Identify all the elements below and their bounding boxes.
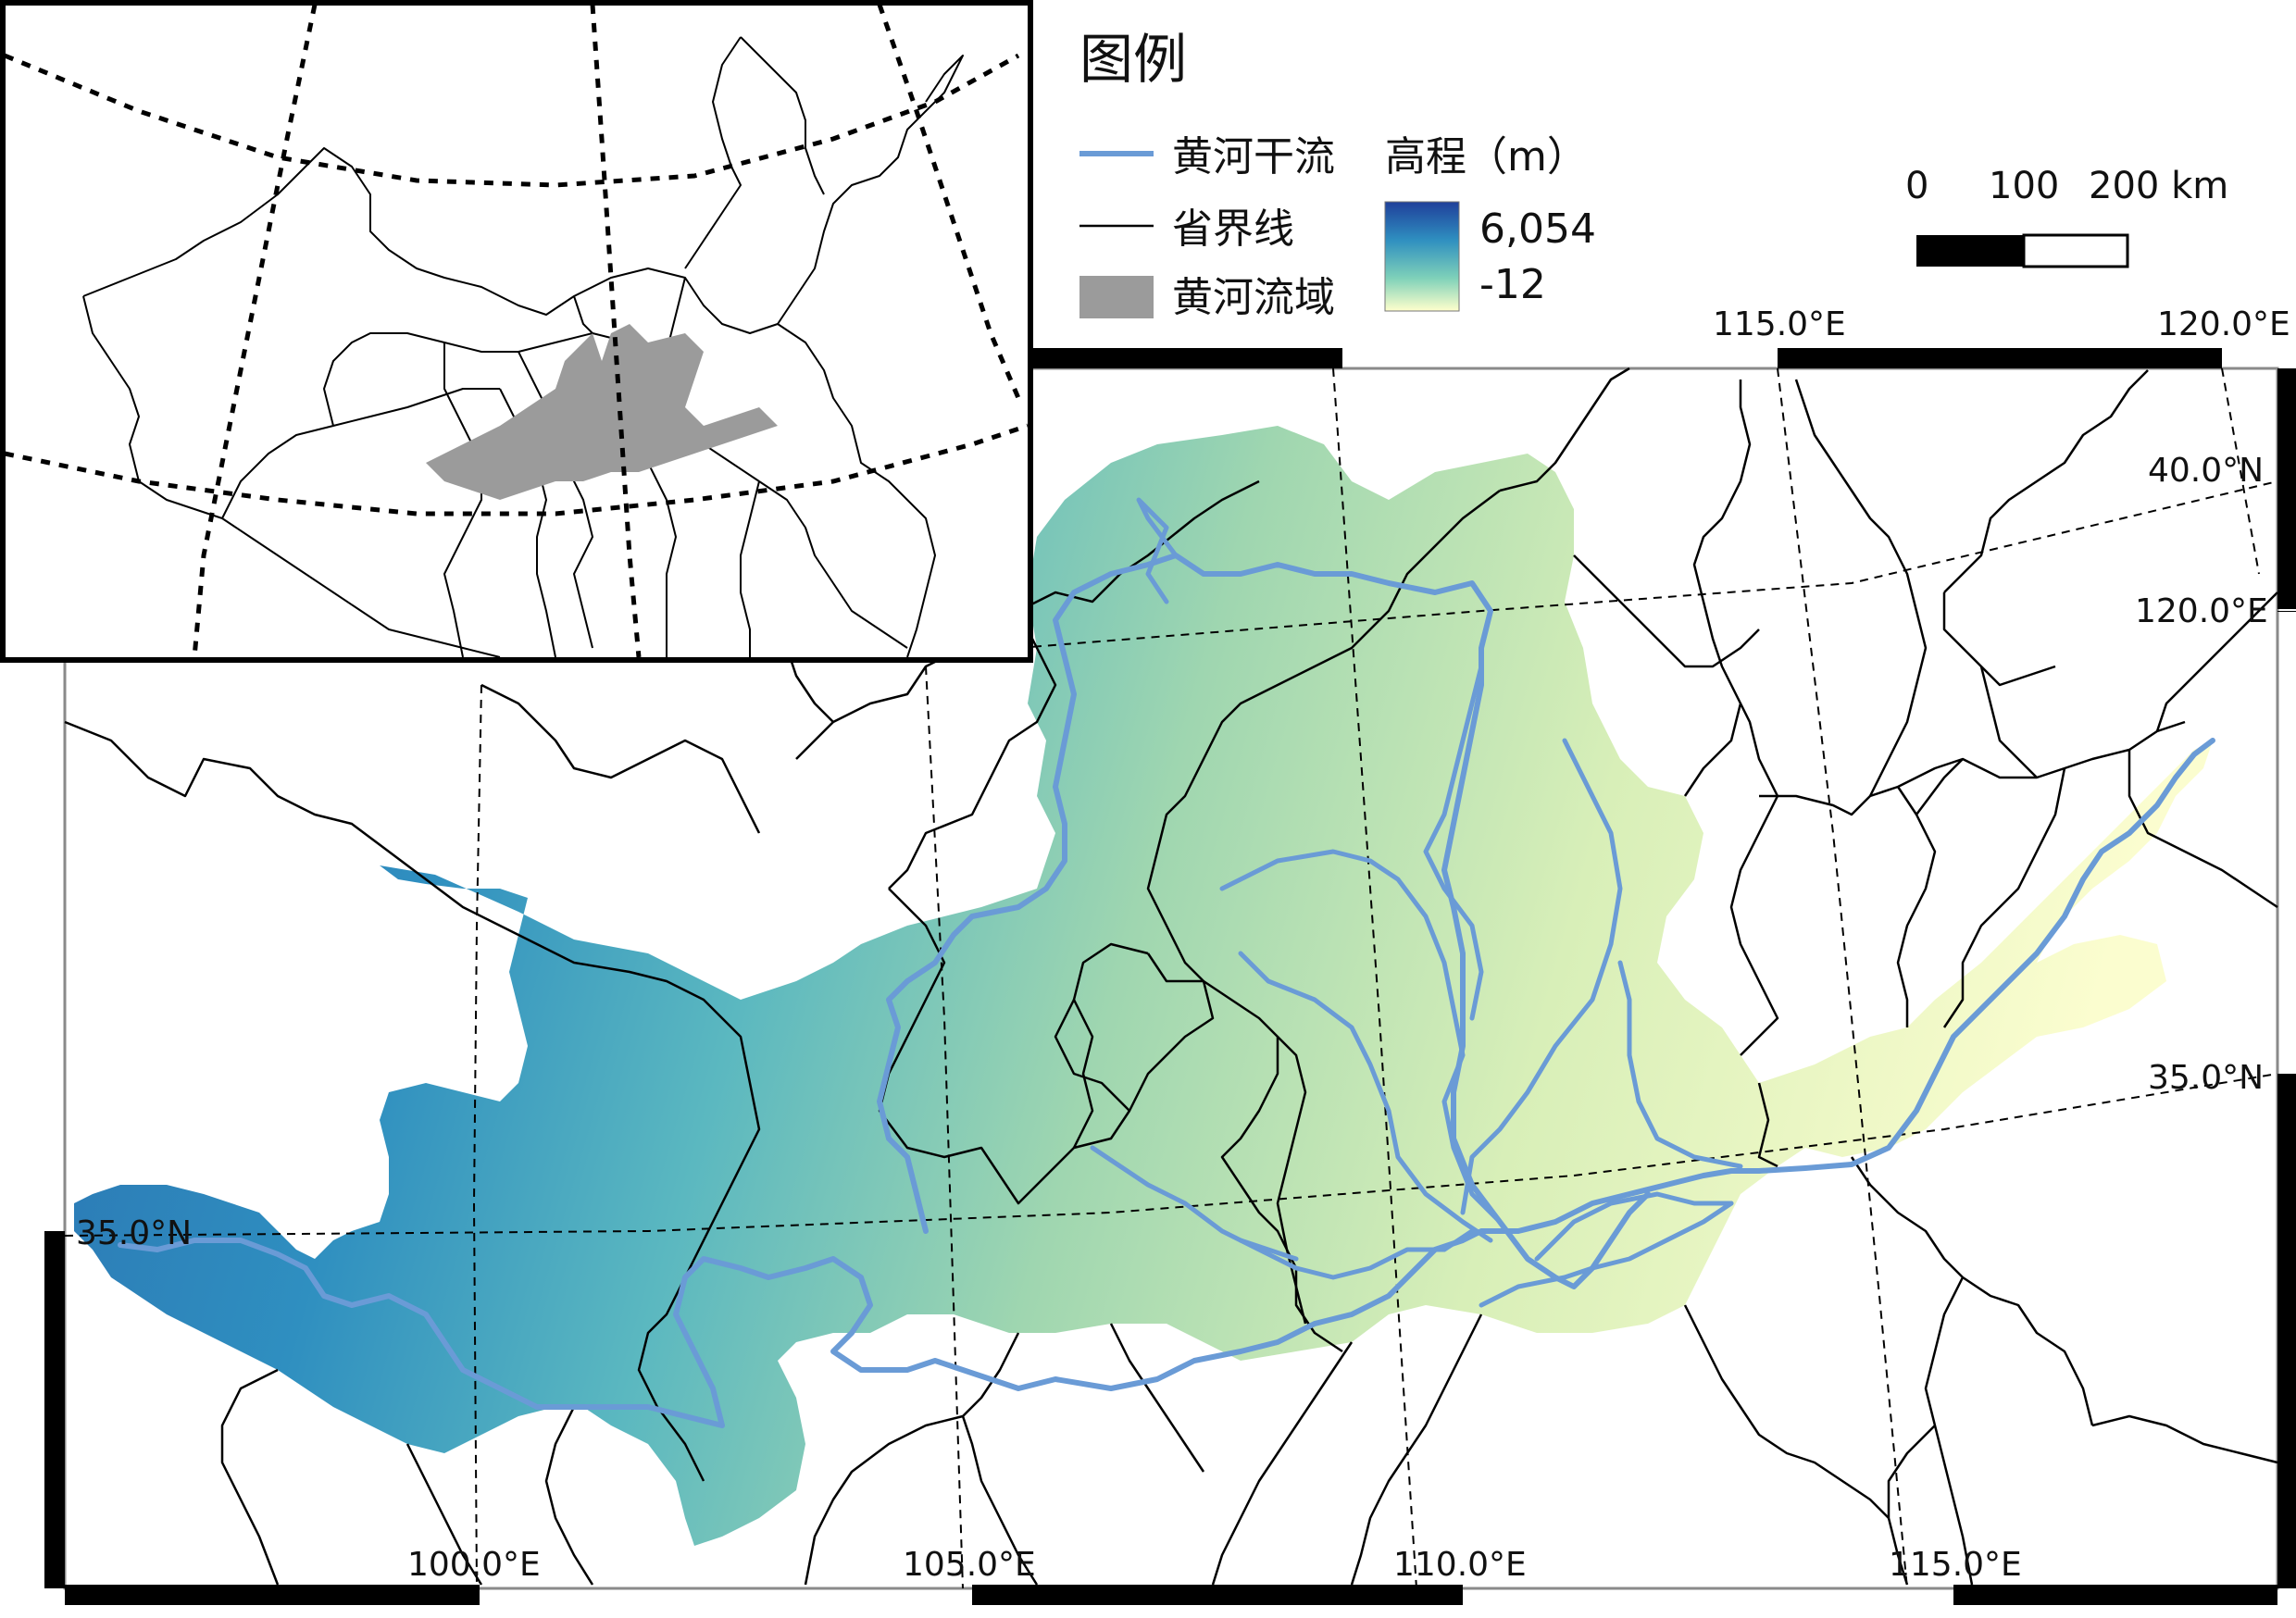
inset-frame (0, 0, 1033, 663)
scale-label-200: 200 km (2089, 165, 2228, 207)
legend-elevation-min: -12 (1479, 261, 1546, 308)
scale-label-100: 100 (1989, 165, 2059, 207)
lon-label-105: 105.0°E (903, 1546, 1036, 1584)
lon-label-100: 100.0°E (407, 1546, 541, 1584)
yellow-river-great-bend (877, 553, 1651, 1289)
graticule-lines (64, 367, 2278, 1589)
legend-basin-label: 黄河流域 (1172, 274, 1335, 321)
legend-elevation-max: 6,054 (1479, 205, 1596, 253)
inset-map (0, 0, 1033, 663)
legend-border-label: 省界线 (1172, 205, 1294, 253)
legend-river-label: 黄河干流 (1172, 133, 1335, 180)
inset-yellow-river-basin (426, 324, 778, 500)
legend-elevation-ramp (1384, 201, 1460, 312)
scale-label-0: 0 (1905, 165, 1928, 207)
legend-basin-symbol (1079, 276, 1154, 318)
legend: 图例 黄河干流 省界线 黄河流域 高程（m） 6,054 -12 (1079, 28, 1596, 321)
river-tributaries (1090, 497, 1743, 1308)
lon-label-120-top: 120.0°E (2157, 305, 2290, 343)
lon-label-120-right: 120.0°E (2135, 592, 2268, 630)
graticule-labels: 100.0°E 105.0°E 110.0°E 115.0°E 115.0°E … (76, 305, 2290, 1584)
lon-label-110: 110.0°E (1393, 1546, 1527, 1584)
inset-province-borders (82, 36, 964, 658)
lon-label-115-bottom: 115.0°E (1889, 1546, 2022, 1584)
lon-label-115-top: 115.0°E (1713, 305, 1846, 343)
scale-bar: 0 100 200 km (1905, 165, 2228, 268)
legend-title: 图例 (1079, 28, 1187, 91)
inset-graticule (4, 4, 1029, 658)
frame-border-bars (44, 348, 2296, 1605)
yellow-river-mainstem (118, 738, 2215, 1428)
yellow-river-basin-elevation (74, 426, 2213, 1546)
legend-elevation-title: 高程（m） (1385, 133, 1588, 180)
lat-label-40-right: 40.0°N (2148, 452, 2264, 490)
lat-label-35-left: 35.0°N (76, 1214, 192, 1252)
lat-label-35-right: 35.0°N (2148, 1059, 2264, 1097)
